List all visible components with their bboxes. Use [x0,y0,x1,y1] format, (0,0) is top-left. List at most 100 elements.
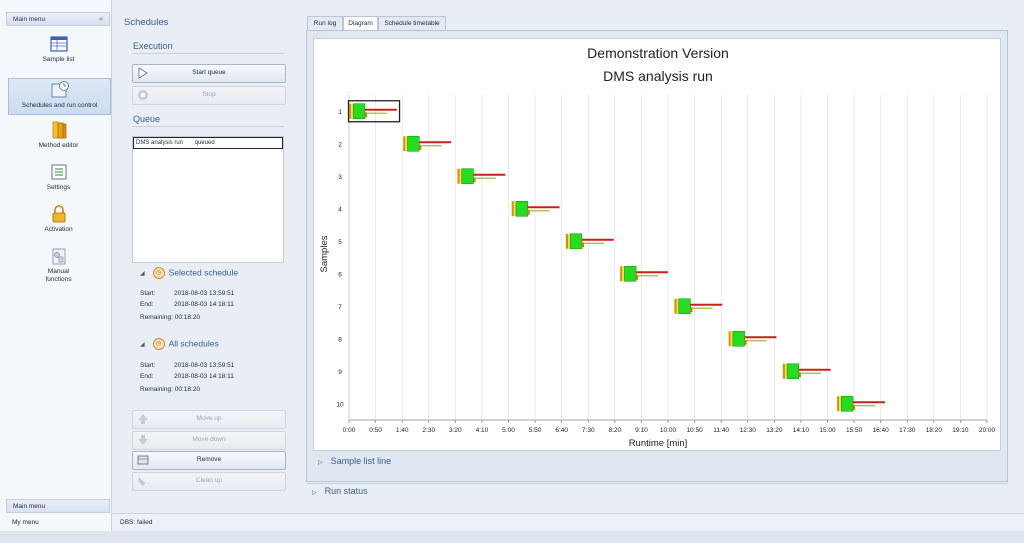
bar-orange-segment [403,136,406,152]
selected-schedule-header[interactable]: ◢ ◷ Selected schedule [140,267,238,279]
x-tick-label: 11:40 [713,427,729,434]
bar-small-segment [473,177,476,183]
x-tick-label: 17:30 [899,427,916,434]
x-tick-label: 18:20 [926,427,943,434]
y-tick-label: 10 [336,401,344,408]
all-end-row: End: 2018-08-03 14:18:11 [140,373,234,380]
bar-orange-segment [457,168,460,184]
broom-icon [138,477,145,486]
bar-orange-segment [565,233,569,249]
bar-small-segment [744,339,747,345]
bar-yellow-segment [568,233,571,249]
x-tick-label: 15:50 [846,427,863,434]
nav-item-manual-functions[interactable]: Manual functions [8,246,109,284]
bar-orange-segment [620,266,623,282]
move-up-button[interactable]: Move up [132,410,286,429]
nav-item-settings[interactable]: Settings [8,162,109,191]
bottom-strip [0,531,1024,543]
tab-label: Run log [313,20,337,27]
tab-label: Diagram [348,20,373,27]
y-tick-label: 3 [338,174,342,181]
queue-item[interactable]: DMS analysis run queued [133,137,283,149]
collapse-chevron-icon[interactable]: « [99,16,103,23]
main-menu-header[interactable]: Main menu « [6,12,110,26]
x-tick-label: 2:30 [422,427,435,434]
x-axis-label: Runtime [min] [629,438,688,449]
play-icon [138,67,148,79]
end-key: End: [140,301,154,308]
expand-triangle-icon: ▷ [318,460,323,466]
main-menu-footer-button[interactable]: Main menu [6,499,110,513]
schedule-clock-icon: ◷ [152,267,165,279]
bar-green-segment [678,298,691,315]
move-up-label: Move up [196,415,222,422]
tab-schedule-timetable[interactable]: Schedule timetable [378,16,446,30]
move-down-button[interactable]: Move down [132,431,286,450]
bar-yellow-segment [839,396,842,412]
x-tick-label: 12:30 [740,427,757,434]
bar-orange-segment [674,298,677,314]
tab-run-log[interactable]: Run log [307,16,343,30]
my-menu-button[interactable]: My menu [6,517,110,529]
x-tick-label: 5:00 [502,427,515,434]
x-tick-label: 4:10 [476,427,489,434]
tab-diagram[interactable]: Diagram [343,16,378,30]
bar-green-segment [461,168,474,185]
selected-start-value: 2018-08-03 13:59:51 [174,290,235,297]
x-tick-label: 13:20 [766,427,783,434]
sample-bars [347,100,885,412]
queue-item-status: queued [194,140,215,146]
selected-end-value: 2018-08-03 14:18:11 [174,301,234,308]
selected-remaining-value: 00:18:20 [174,314,201,321]
my-menu-label: My menu [12,519,39,526]
run-status-header[interactable]: ▷ Run status [312,486,368,496]
nav-item-sample-list[interactable]: Sample list [8,34,109,63]
bar-small-segment [419,144,422,150]
nav-item-label: Activation [44,226,73,233]
settings-icon [51,164,66,180]
table-icon [49,36,68,52]
clean-up-label: Clean up [195,477,223,484]
all-schedules-header[interactable]: ◢ ◷ All schedules [140,338,219,350]
bar-green-segment [407,135,420,152]
bar-green-segment [624,265,637,282]
clean-up-button[interactable]: Clean up [132,472,286,491]
nav-item-method-editor[interactable]: Method editor [8,120,109,149]
start-key: Start: [140,290,156,297]
start-queue-button[interactable]: Start queue [132,64,286,83]
collapse-triangle-icon: ◢ [140,271,145,278]
y-tick-label: 7 [338,304,342,311]
execution-divider [132,53,284,54]
nav-item-schedules[interactable]: Schedules and run control [8,78,111,115]
bar-yellow-segment [784,363,788,379]
bar-green-segment [352,103,366,120]
selected-start-row: Start: 2018-08-03 13:59:51 [140,290,234,297]
sample-list-line-header[interactable]: ▷ Sample list line [318,456,391,466]
y-tick-label: 5 [338,239,342,246]
nav-item-label-line1: Manual [47,268,70,275]
stop-button[interactable]: Stop [132,86,286,105]
expand-triangle-icon: ▷ [312,490,317,496]
x-tick-label: 14:10 [793,427,810,434]
run-status-label: Run status [324,486,368,496]
bar-green-segment [732,330,745,347]
y-tick-label: 2 [338,141,342,148]
y-tick-labels: 1 2 3 4 5 6 7 8 9 10 [336,109,344,409]
nav-item-label: Sample list [42,56,75,63]
main-menu-footer-label: Main menu [13,503,46,510]
y-tick-label: 6 [338,271,342,278]
x-tick-label: 20:00 [979,427,996,434]
status-bar: DBS: failed [112,513,1024,531]
queue-list[interactable] [132,136,284,263]
all-start-row: Start: 2018-08-03 13:59:51 [140,362,234,369]
arrow-down-icon [138,435,148,445]
chart-subtitle: DMS analysis run [603,68,713,84]
nav-item-activation[interactable]: Activation [8,204,109,233]
bar-small-segment [364,112,368,118]
bar-orange-segment [728,331,731,347]
selected-schedule-title: Selected schedule [168,267,239,278]
x-tick-label: 0:50 [369,427,382,434]
nav-item-label: Schedules and run control [21,102,98,109]
remove-button[interactable]: Remove [132,451,286,470]
remaining-key: Remaining: [140,314,173,321]
